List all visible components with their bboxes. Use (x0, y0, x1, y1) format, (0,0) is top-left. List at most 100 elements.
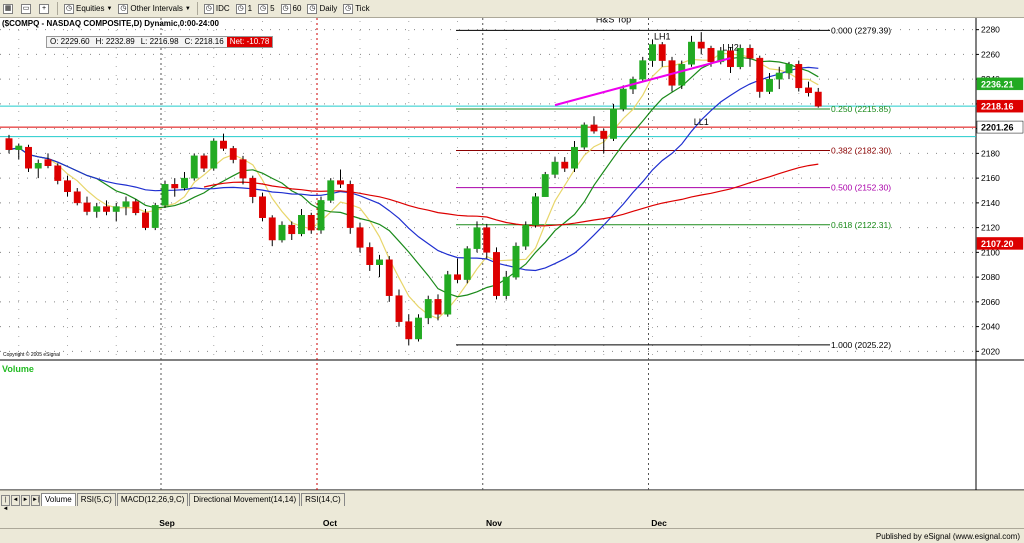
price-label-box (976, 120, 1024, 134)
dropdown-arrow-icon: ▼ (106, 5, 113, 12)
candle-down (746, 47, 754, 59)
toolbar-item-4[interactable]: ◷ Other Intervals ▼ (115, 1, 193, 17)
candle-up (473, 227, 481, 249)
candle-up (639, 60, 647, 80)
price-label: 2107.20 (981, 239, 1014, 249)
candle-down (561, 161, 569, 169)
candle-up (532, 196, 539, 226)
toolbar-item-3[interactable]: ◷ Equities ▼ (61, 1, 115, 17)
candle-down (249, 177, 257, 197)
candle-down (600, 130, 608, 139)
candle-down (44, 159, 52, 167)
candle-up (93, 206, 101, 212)
toolbar-item-6[interactable]: ◷ 1 (233, 1, 255, 17)
x-month-label: Nov (486, 518, 502, 528)
toolbar-item-10[interactable]: ◷ Tick (340, 1, 372, 17)
candle-up (210, 140, 218, 169)
low-value: L: 2216.98 (140, 37, 179, 46)
tab-first-icon[interactable]: |◄ (1, 495, 10, 512)
volume-label: Volume (2, 364, 34, 374)
toolbar-item-label: 1 (247, 4, 253, 13)
toolbar-item-7[interactable]: ◷ 5 (255, 1, 277, 17)
candle-up (190, 155, 198, 179)
toolbar-separator (57, 2, 58, 15)
price-chart: 0.000 (2279.39) 0.250 (2215.85) 0.382 (218… (0, 14, 1024, 502)
fib-level-label: 0.000 (2279.39) (831, 25, 891, 35)
candle-down (346, 184, 354, 228)
chart-background (0, 18, 976, 490)
interval-icon: ◷ (307, 3, 318, 14)
candle-up (580, 124, 588, 148)
tab-prev-icon[interactable]: ◄ (11, 495, 20, 506)
candle-down (259, 196, 266, 218)
candle-up (181, 177, 188, 189)
candle-down (229, 148, 237, 160)
candle-down (337, 180, 344, 185)
toolbar-item-label: Other Intervals (130, 4, 183, 13)
candle-up (278, 224, 286, 241)
candle-down (795, 64, 803, 89)
toolbar-item-label: Tick (355, 4, 370, 13)
candle-down (434, 299, 442, 315)
toolbar-item-1[interactable]: ▭ (18, 1, 36, 17)
candle-down (385, 259, 393, 296)
candle-down (171, 184, 179, 189)
y-tick-label: 2280 (981, 25, 1000, 35)
candle-down (5, 138, 13, 150)
toolbar-item-2[interactable]: + (36, 1, 54, 17)
tab-rsi-14[interactable]: RSI(14,C) (301, 493, 345, 506)
toolbar-item-9[interactable]: ◷ Daily (304, 1, 340, 17)
annotations-layer: H&S Top LH1 LH2 LL1 (554, 14, 739, 127)
candle-down (288, 224, 296, 235)
tab-rsi-5[interactable]: RSI(5,C) (76, 493, 116, 506)
close-value: C: 2218.16 (184, 37, 224, 46)
tab-volume[interactable]: Volume (41, 493, 76, 506)
candle-up (317, 200, 325, 231)
tab-directional-movement[interactable]: Directional Movement(14,14) (189, 493, 301, 506)
candle-up (376, 259, 383, 265)
idc-icon: ◷ (203, 3, 214, 14)
x-month-label: Sep (159, 518, 175, 528)
candle-up (512, 245, 520, 278)
pattern-annotation: LL1 (694, 117, 709, 127)
candle-down (454, 274, 461, 280)
interval-icon: ◷ (235, 3, 246, 14)
grid-layer (0, 18, 1024, 491)
candle-down (64, 180, 71, 192)
price-label-box (976, 99, 1024, 113)
interval-icon: ◷ (280, 3, 291, 14)
candle-down (493, 252, 500, 296)
tab-macd[interactable]: MACD(12,26,9,C) (116, 493, 189, 506)
candle-up (34, 163, 42, 169)
indicator-tabs: |◄ ◄ ► ►| Volume RSI(5,C) MACD(12,26,9,C… (0, 490, 1024, 512)
candle-down (239, 159, 247, 179)
toolbar-item-0[interactable]: ▦ (0, 1, 18, 17)
y-tick-label: 2260 (981, 49, 1000, 59)
tab-last-icon[interactable]: ►| (31, 495, 40, 506)
y-tick-label: 2040 (981, 322, 1000, 332)
candle-up (122, 201, 130, 207)
candle-up (736, 47, 744, 68)
candle-up (415, 317, 422, 340)
candle-up (444, 274, 452, 315)
interval-icon: ◷ (258, 3, 269, 14)
plus-icon: + (39, 3, 49, 14)
toolbar-item-5[interactable]: ◷ IDC (201, 1, 233, 17)
candle-up (463, 248, 471, 280)
candle-up (522, 224, 530, 247)
ohlc-box: O: 2229.60 H: 2232.89 L: 2216.98 C: 2218… (46, 36, 274, 48)
dropdown-arrow-icon: ▼ (184, 5, 191, 12)
candles-layer (5, 32, 822, 346)
candle-up (571, 146, 578, 169)
toolbar-item-8[interactable]: ◷ 60 (278, 1, 305, 17)
price-label: 2201.26 (981, 123, 1014, 133)
tab-next-icon[interactable]: ► (21, 495, 30, 506)
candle-down (356, 227, 364, 248)
candle-up (551, 161, 559, 175)
equities-icon: ◷ (64, 3, 74, 14)
candle-down (756, 57, 764, 92)
fib-level-label: 0.382 (2182.30) (831, 146, 891, 156)
candle-down (83, 202, 91, 212)
candle-up (775, 72, 783, 80)
candle-down (395, 295, 403, 322)
